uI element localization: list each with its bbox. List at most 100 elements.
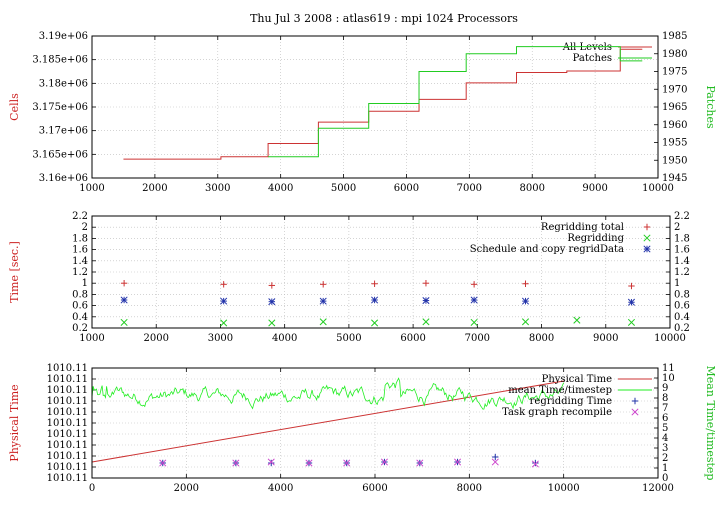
legend-patches-label: Patches [573, 53, 612, 64]
plot-frame-3 [91, 367, 659, 479]
data-point-regridding-time [268, 459, 275, 467]
y2-tick-label: 0.8 [674, 289, 690, 300]
x-tick-label: 1000 [79, 183, 104, 194]
y2-tick-label: 10 [662, 373, 675, 384]
data-point-schedule-copy-regriddata [521, 297, 530, 305]
y-tick-label: 0.4 [72, 312, 88, 323]
y-axis-label: Time [sec.] [8, 241, 21, 303]
y-tick-label: 1010.11 [47, 451, 88, 462]
data-point-regridding [470, 318, 478, 326]
y-tick-label: 2.2 [72, 211, 88, 222]
data-point-schedule-copy-regriddata [627, 298, 636, 306]
x-tick-label: 12000 [642, 483, 674, 494]
y-tick-label: 1.6 [72, 245, 88, 256]
x-tick-label: 1000 [79, 333, 104, 344]
y-tick-label: 1010.11 [47, 462, 88, 473]
series-line-patches [268, 46, 643, 158]
data-point-task-graph-recompile [453, 458, 462, 466]
y-tick-label: 3.17e+06 [39, 126, 88, 137]
x-tick-label: 0 [89, 483, 95, 494]
y2-tick-label: 6 [662, 413, 668, 424]
y-tick-label: 0.2 [72, 323, 88, 334]
data-point-schedule-copy-regriddata [371, 296, 379, 304]
y2-tick-label: 0.2 [674, 323, 690, 334]
y-tick-label: 1010.11 [47, 440, 88, 451]
y-tick-label: 1010.11 [47, 396, 88, 407]
y2-tick-label: 1 [674, 278, 680, 289]
y-tick-label: 1010.11 [47, 473, 88, 484]
y2-tick-label: 1975 [662, 67, 687, 78]
legend-regridding-total-label: Regridding total [541, 222, 624, 233]
legend-mean-time-timestep-label: mean Time/timestep [508, 385, 612, 396]
y2-tick-label: 1960 [662, 120, 687, 131]
data-point-regridding [268, 319, 276, 327]
data-point-regridding [120, 318, 128, 326]
y-tick-label: 1010.11 [47, 429, 88, 440]
y2-tick-label: 1985 [662, 31, 687, 42]
y2-tick-label: 5 [662, 423, 668, 434]
legend-all-levels-label: All Levels [562, 42, 612, 53]
x-tick-label: 6000 [400, 333, 425, 344]
y2-tick-label: 1950 [662, 155, 687, 166]
legend-regridding-time-swatch [631, 397, 639, 405]
x-tick-label: 2000 [142, 183, 167, 194]
y2-tick-label: 9 [662, 383, 668, 394]
y2-tick-label: 1955 [662, 138, 687, 149]
y2-tick-label: 0 [662, 473, 668, 484]
data-point-schedule-copy-regriddata [470, 296, 478, 304]
y2-tick-label: 1970 [662, 84, 687, 95]
y2-tick-label: 1.6 [674, 245, 690, 256]
x-tick-label: 4000 [272, 333, 297, 344]
legend-regridding-time-label: regridding Time [530, 396, 612, 407]
data-point-task-graph-recompile [305, 459, 313, 467]
x-tick-label: 7000 [465, 333, 490, 344]
y2-tick-label: 1.2 [674, 267, 690, 278]
data-point-task-graph-recompile [232, 459, 240, 467]
legend-regridding-label: Regridding [567, 233, 624, 244]
data-point-task-graph-recompile [491, 458, 499, 466]
data-point-regridding [220, 319, 228, 327]
data-point-task-graph-recompile [380, 458, 388, 466]
data-point-task-graph-recompile [343, 459, 351, 467]
series-line-physical-time [91, 380, 564, 463]
data-point-regridding [319, 318, 327, 326]
y-tick-label: 3.165e+06 [32, 149, 88, 160]
data-point-task-graph-recompile [416, 459, 424, 467]
data-point-regridding [573, 316, 581, 324]
y-tick-label: 0.6 [72, 301, 88, 312]
y-tick-label: 3.16e+06 [39, 173, 88, 184]
series-line-mean-time-timestep [91, 377, 565, 410]
y2-tick-label: 1945 [662, 173, 687, 184]
legend-schedule-copy-regriddata-label: Schedule and copy regridData [470, 244, 624, 255]
y-tick-label: 1.4 [72, 256, 88, 267]
data-point-task-graph-recompile [531, 460, 539, 468]
data-point-schedule-copy-regriddata [120, 296, 128, 304]
x-tick-label: 8000 [529, 333, 554, 344]
data-point-task-graph-recompile [159, 459, 167, 467]
y-axis-label: Physical Time [8, 384, 21, 461]
y2-axis-label: Mean Time/timestep [704, 366, 717, 481]
y-tick-label: 3.19e+06 [39, 31, 88, 42]
y2-tick-label: 1.4 [674, 256, 690, 267]
x-tick-label: 8000 [457, 483, 482, 494]
data-point-schedule-copy-regriddata [319, 297, 327, 305]
data-point-regridding-total [268, 282, 276, 289]
data-point-schedule-copy-regriddata [422, 297, 430, 305]
y2-tick-label: 2 [674, 222, 680, 233]
data-point-regridding [371, 319, 379, 327]
data-point-regridding-total [320, 281, 327, 288]
y-tick-label: 0.8 [72, 289, 88, 300]
data-point-regridding-total [470, 281, 478, 288]
x-tick-label: 9000 [593, 333, 618, 344]
plot-frame-1 [91, 35, 659, 179]
y2-tick-label: 7 [662, 403, 668, 414]
data-point-task-graph-recompile [267, 458, 275, 466]
y2-tick-label: 1 [662, 463, 668, 474]
data-point-regridding-time [492, 453, 499, 461]
y2-tick-label: 1965 [662, 102, 687, 113]
data-point-regridding [627, 318, 636, 326]
y2-tick-label: 11 [662, 363, 675, 374]
legend-schedule-copy-regriddata-swatch [643, 245, 651, 253]
x-tick-label: 10000 [642, 183, 674, 194]
